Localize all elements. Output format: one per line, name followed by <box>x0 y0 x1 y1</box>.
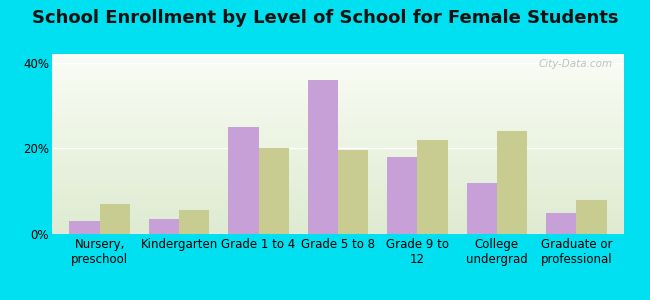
Bar <box>70 221 99 234</box>
Bar <box>546 213 577 234</box>
Text: School Enrollment by Level of School for Female Students: School Enrollment by Level of School for… <box>32 9 618 27</box>
Bar <box>99 204 130 234</box>
Bar <box>179 210 209 234</box>
Bar <box>497 131 527 234</box>
Bar <box>387 157 417 234</box>
Bar <box>417 140 448 234</box>
Text: City-Data.com: City-Data.com <box>538 59 612 69</box>
Bar <box>149 219 179 234</box>
Bar <box>308 80 338 234</box>
Bar <box>338 150 368 234</box>
Bar <box>228 127 259 234</box>
Bar <box>577 200 606 234</box>
Bar <box>259 148 289 234</box>
Bar <box>467 183 497 234</box>
